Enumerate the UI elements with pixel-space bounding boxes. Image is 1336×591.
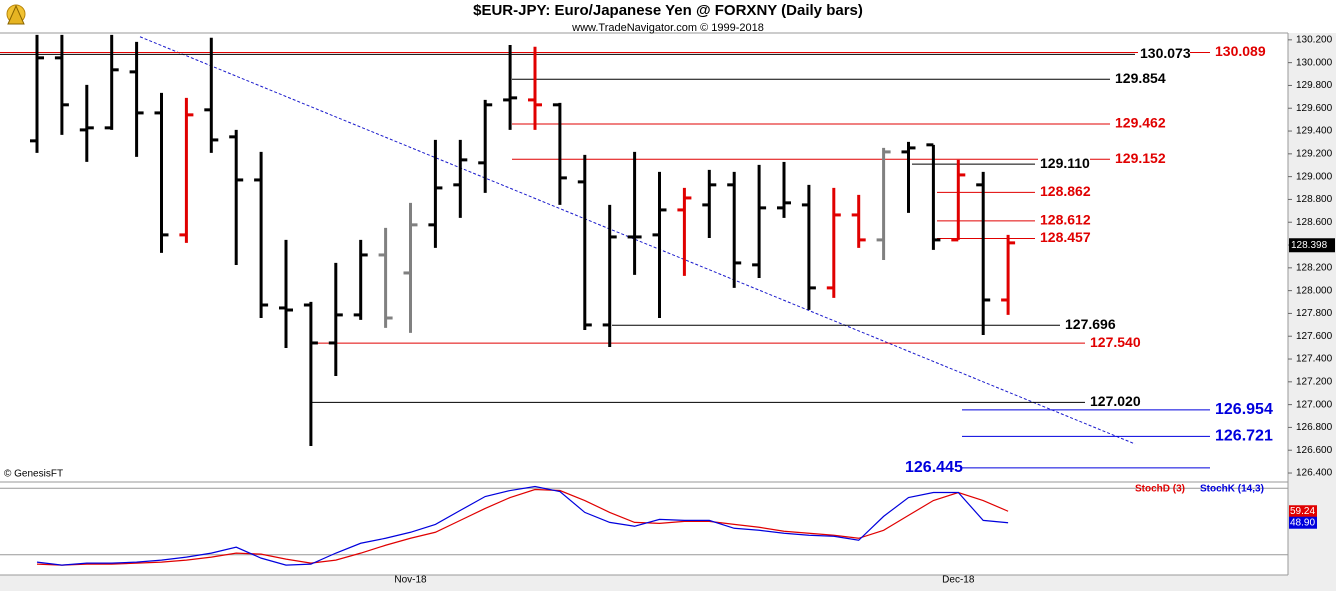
level-label-bg bbox=[1038, 211, 1090, 230]
logo bbox=[6, 4, 26, 25]
level-label: 130.073 bbox=[1140, 45, 1191, 61]
level-label: 126.721 bbox=[1215, 428, 1273, 445]
last-price-label: 128.398 bbox=[1291, 240, 1328, 251]
x-tick-label: Nov-18 bbox=[394, 575, 427, 586]
level-label: 129.854 bbox=[1115, 70, 1166, 86]
level-label: 127.696 bbox=[1065, 316, 1116, 332]
y-tick-label: 129.400 bbox=[1296, 126, 1333, 137]
level-label-bg bbox=[1138, 45, 1190, 64]
level-label: 127.540 bbox=[1090, 334, 1141, 350]
level-label: 127.020 bbox=[1090, 393, 1141, 409]
level-label: 128.457 bbox=[1040, 229, 1091, 245]
y-tick-label: 129.200 bbox=[1296, 148, 1333, 159]
y-tick-label: 127.200 bbox=[1296, 376, 1333, 387]
axis-bg bbox=[0, 575, 1288, 591]
level-label-bg bbox=[1038, 183, 1090, 202]
stoch-line bbox=[36, 488, 1009, 566]
value-box bbox=[1289, 505, 1317, 518]
y-tick-label: 128.600 bbox=[1296, 217, 1333, 228]
value-label: 59.24 bbox=[1290, 506, 1315, 517]
stoch-line bbox=[36, 485, 1009, 566]
level-label-bg bbox=[1038, 155, 1090, 174]
value-box bbox=[1289, 516, 1317, 529]
level-label: 129.110 bbox=[1040, 155, 1090, 171]
y-tick-label: 127.400 bbox=[1296, 354, 1333, 365]
y-tick-label: 126.600 bbox=[1296, 445, 1333, 456]
y-tick-label: 127.000 bbox=[1296, 399, 1333, 410]
level-label-bg bbox=[1088, 393, 1140, 412]
level-label: 130.089 bbox=[1215, 43, 1266, 59]
level-label-bg bbox=[1213, 43, 1265, 62]
trendline bbox=[139, 36, 1136, 445]
level-label: 128.612 bbox=[1040, 212, 1091, 228]
source: © GenesisFT bbox=[4, 469, 63, 480]
last-price-box bbox=[1289, 238, 1335, 253]
level-label-bg bbox=[1113, 70, 1165, 89]
level-label-bg bbox=[1213, 427, 1271, 446]
y-tick-label: 129.800 bbox=[1296, 80, 1333, 91]
x-tick-label: Dec-18 bbox=[942, 575, 975, 586]
y-tick-label: 130.200 bbox=[1296, 34, 1333, 45]
y-tick-label: 126.400 bbox=[1296, 468, 1333, 479]
level-label-bg bbox=[1088, 334, 1140, 353]
y-tick-label: 127.600 bbox=[1296, 331, 1333, 342]
legend-entry: StochK (14,3) bbox=[1200, 484, 1264, 495]
y-tick-label: 129.600 bbox=[1296, 103, 1333, 114]
level-label-bg bbox=[1063, 316, 1115, 335]
level-label-bg bbox=[903, 458, 961, 477]
level-label: 126.445 bbox=[905, 459, 963, 476]
level-label-bg bbox=[1113, 150, 1165, 169]
legend-entry: StochD (3) bbox=[1135, 484, 1185, 495]
y-tick-label: 130.000 bbox=[1296, 57, 1333, 68]
y-tick-label: 128.000 bbox=[1296, 285, 1333, 296]
value-label: 48.90 bbox=[1290, 517, 1315, 528]
level-label: 129.152 bbox=[1115, 150, 1166, 166]
y-tick-label: 127.800 bbox=[1296, 308, 1333, 319]
chart-title: $EUR-JPY: Euro/Japanese Yen @ FORXNY (Da… bbox=[473, 2, 863, 19]
axis-bg bbox=[1288, 33, 1336, 591]
y-tick-label: 129.000 bbox=[1296, 171, 1333, 182]
level-label-bg bbox=[1113, 114, 1165, 133]
y-tick-label: 128.800 bbox=[1296, 194, 1333, 205]
level-label-bg bbox=[1038, 229, 1090, 248]
chart-subtitle: www.TradeNavigator.com © 1999-2018 bbox=[571, 22, 764, 34]
level-label: 126.954 bbox=[1215, 401, 1273, 418]
y-tick-label: 128.200 bbox=[1296, 262, 1333, 273]
y-tick-label: 126.800 bbox=[1296, 422, 1333, 433]
level-label-bg bbox=[1213, 400, 1271, 419]
level-label: 128.862 bbox=[1040, 183, 1091, 199]
level-label: 129.462 bbox=[1115, 115, 1166, 131]
